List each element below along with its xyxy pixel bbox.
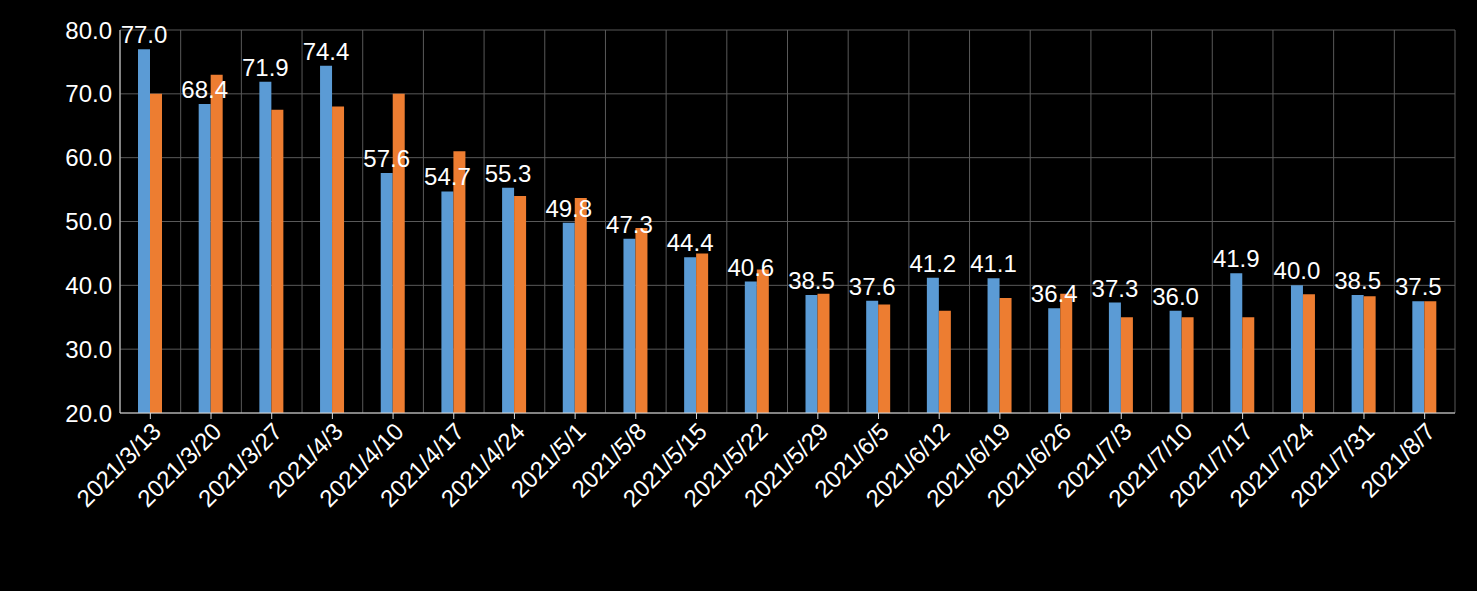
svg-text:2021/4/24: 2021/4/24 [435,417,530,512]
svg-text:54.7: 54.7 [424,163,471,190]
svg-text:40.0: 40.0 [65,272,112,299]
svg-text:37.5: 37.5 [1395,273,1442,300]
svg-text:2021/3/13: 2021/3/13 [71,417,166,513]
svg-text:71.9: 71.9 [242,54,289,81]
svg-text:37.6: 37.6 [849,273,896,300]
svg-text:2021/5/15: 2021/5/15 [617,417,713,513]
svg-text:77.0: 77.0 [121,21,168,48]
svg-text:2021/6/12: 2021/6/12 [860,417,955,513]
svg-text:20.0: 20.0 [65,400,112,427]
svg-text:2021/5/22: 2021/5/22 [678,417,773,513]
svg-text:40.6: 40.6 [727,254,774,281]
svg-text:74.4: 74.4 [303,38,350,65]
svg-text:36.0: 36.0 [1152,283,1199,310]
svg-text:2021/7/17: 2021/7/17 [1163,417,1259,513]
svg-text:2021/4/17: 2021/4/17 [374,417,470,513]
svg-text:70.0: 70.0 [65,80,112,107]
svg-text:2021/5/1: 2021/5/1 [505,417,591,503]
svg-text:2021/5/8: 2021/5/8 [566,417,652,503]
svg-text:49.8: 49.8 [545,195,592,222]
svg-text:2021/3/27: 2021/3/27 [193,417,288,512]
svg-text:44.4: 44.4 [667,229,714,256]
svg-text:2021/7/24: 2021/7/24 [1224,417,1319,513]
svg-text:68.4: 68.4 [181,76,228,103]
svg-text:2021/7/31: 2021/7/31 [1285,417,1380,512]
svg-text:38.5: 38.5 [788,267,835,294]
svg-text:2021/7/3: 2021/7/3 [1051,417,1137,503]
svg-text:55.3: 55.3 [485,160,532,187]
svg-text:41.2: 41.2 [910,250,957,277]
svg-text:57.6: 57.6 [363,145,410,172]
svg-text:41.9: 41.9 [1213,245,1260,272]
svg-text:30.0: 30.0 [65,336,112,363]
svg-text:2021/8/7: 2021/8/7 [1355,417,1440,502]
svg-text:50.0: 50.0 [65,208,112,235]
svg-text:2021/5/29: 2021/5/29 [739,417,834,512]
svg-text:2021/6/5: 2021/6/5 [809,417,895,503]
svg-text:2021/6/19: 2021/6/19 [920,417,1016,513]
svg-text:2021/4/3: 2021/4/3 [262,417,348,503]
svg-text:40.0: 40.0 [1274,257,1321,284]
svg-text:2021/7/10: 2021/7/10 [1102,417,1198,513]
svg-text:2021/6/26: 2021/6/26 [982,417,1077,512]
svg-text:2021/3/20: 2021/3/20 [132,417,227,513]
svg-text:80.0: 80.0 [65,17,112,44]
svg-text:36.4: 36.4 [1031,280,1078,307]
svg-text:47.3: 47.3 [606,211,653,238]
svg-text:60.0: 60.0 [65,144,112,171]
svg-text:41.1: 41.1 [970,250,1017,277]
svg-text:37.3: 37.3 [1092,275,1139,302]
svg-text:2021/4/10: 2021/4/10 [314,417,409,513]
svg-text:38.5: 38.5 [1334,267,1381,294]
